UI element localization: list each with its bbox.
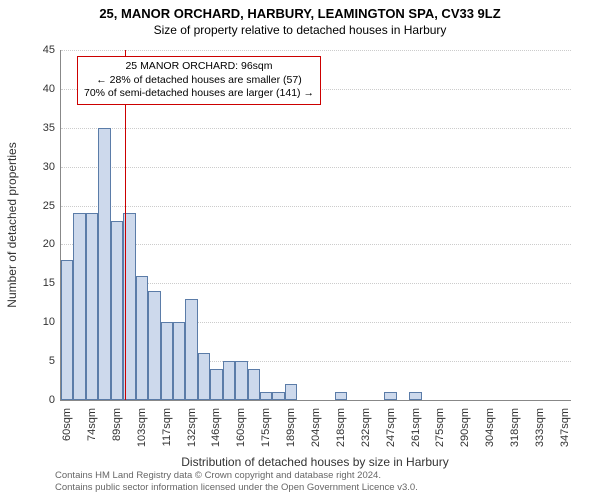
annotation-line: ← 28% of detached houses are smaller (57… (84, 74, 314, 88)
x-tick-label: 290sqm (459, 408, 471, 447)
x-tick-label: 218sqm (335, 408, 347, 447)
x-tick-label: 146sqm (210, 408, 222, 447)
y-tick-label: 0 (25, 394, 55, 406)
y-tick-label: 15 (25, 277, 55, 289)
y-tick-label: 10 (25, 316, 55, 328)
y-tick-label: 20 (25, 238, 55, 250)
histogram-bar (210, 369, 222, 400)
chart-title: 25, MANOR ORCHARD, HARBURY, LEAMINGTON S… (0, 0, 600, 21)
x-tick-label: 261sqm (410, 408, 422, 447)
gridline (61, 167, 571, 168)
histogram-bar (335, 392, 347, 400)
x-tick-label: 74sqm (86, 408, 98, 441)
histogram-bar (161, 322, 173, 400)
x-tick-label: 132sqm (186, 408, 198, 447)
chart-footer: Contains HM Land Registry data © Crown c… (55, 470, 418, 494)
x-tick-label: 304sqm (484, 408, 496, 447)
x-tick-label: 318sqm (509, 408, 521, 447)
footer-line-2: Contains public sector information licen… (55, 482, 418, 494)
x-tick-label: 204sqm (310, 408, 322, 447)
x-tick-label: 160sqm (235, 408, 247, 447)
histogram-bar (384, 392, 396, 400)
gridline (61, 50, 571, 51)
histogram-bar (148, 291, 160, 400)
x-tick-label: 60sqm (61, 408, 73, 441)
y-tick-label: 45 (25, 44, 55, 56)
histogram-bar (260, 392, 272, 400)
x-tick-label: 103sqm (136, 408, 148, 447)
histogram-bar (185, 299, 197, 400)
y-tick-label: 5 (25, 355, 55, 367)
histogram-bar (136, 276, 148, 400)
histogram-bar (73, 213, 85, 400)
annotation-line: 25 MANOR ORCHARD: 96sqm (84, 60, 314, 74)
gridline (61, 206, 571, 207)
histogram-bar (173, 322, 185, 400)
chart-container: 25, MANOR ORCHARD, HARBURY, LEAMINGTON S… (0, 0, 600, 500)
y-tick-label: 25 (25, 200, 55, 212)
histogram-bar (98, 128, 110, 400)
y-tick-label: 40 (25, 83, 55, 95)
gridline (61, 128, 571, 129)
histogram-bar (198, 353, 210, 400)
histogram-bar (61, 260, 73, 400)
x-axis-label: Distribution of detached houses by size … (60, 455, 570, 469)
x-tick-label: 232sqm (360, 408, 372, 447)
histogram-bar (86, 213, 98, 400)
histogram-bar (285, 384, 297, 400)
annotation-box: 25 MANOR ORCHARD: 96sqm← 28% of detached… (77, 56, 321, 105)
x-tick-label: 117sqm (161, 408, 173, 446)
x-tick-label: 347sqm (559, 408, 571, 447)
histogram-bar (409, 392, 421, 400)
x-tick-label: 189sqm (285, 408, 297, 447)
gridline (61, 244, 571, 245)
histogram-bar (248, 369, 260, 400)
y-tick-label: 35 (25, 122, 55, 134)
histogram-bar (111, 221, 123, 400)
y-axis-label: Number of detached properties (5, 142, 19, 307)
y-tick-label: 30 (25, 161, 55, 173)
x-tick-label: 247sqm (385, 408, 397, 447)
plot-region: 05101520253035404560sqm74sqm89sqm103sqm1… (60, 50, 571, 401)
histogram-bar (223, 361, 235, 400)
x-tick-label: 275sqm (434, 408, 446, 447)
x-tick-label: 175sqm (260, 408, 272, 447)
chart-subtitle: Size of property relative to detached ho… (0, 21, 600, 37)
footer-line-1: Contains HM Land Registry data © Crown c… (55, 470, 418, 482)
histogram-bar (235, 361, 247, 400)
chart-area: 05101520253035404560sqm74sqm89sqm103sqm1… (60, 50, 570, 400)
annotation-line: 70% of semi-detached houses are larger (… (84, 87, 314, 101)
x-tick-label: 89sqm (111, 408, 123, 441)
histogram-bar (272, 392, 284, 400)
x-tick-label: 333sqm (534, 408, 546, 447)
